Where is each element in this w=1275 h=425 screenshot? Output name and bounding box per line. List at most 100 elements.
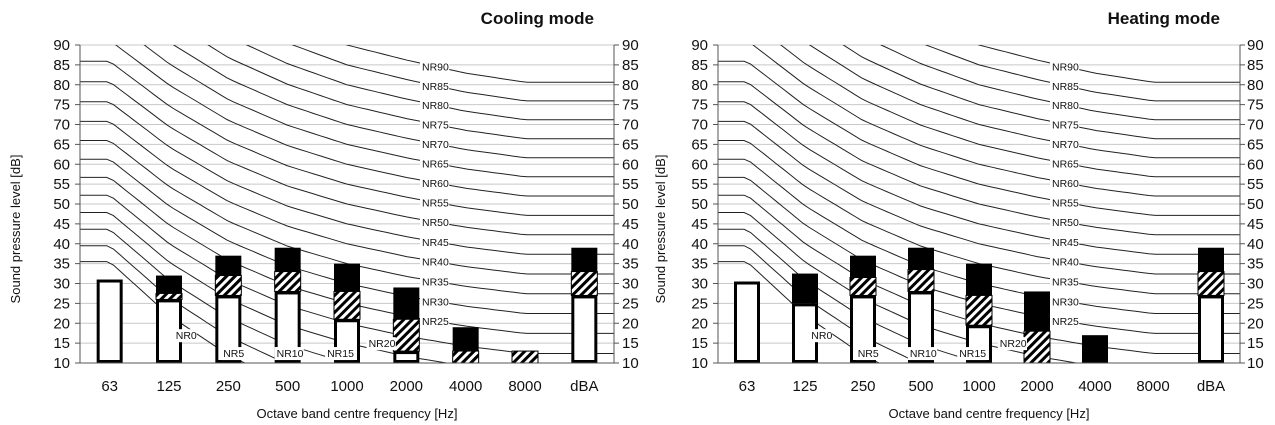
- y2-tick-label: 70: [1247, 117, 1264, 134]
- bar-base-segment: [1198, 295, 1224, 363]
- nr-label: NR35: [422, 276, 449, 288]
- nr-label: NR25: [1052, 316, 1079, 328]
- y2-tick-label: 85: [622, 57, 639, 74]
- nr-label: NR50: [1052, 217, 1079, 229]
- nr-label-bg: [173, 329, 197, 343]
- y-tick-label: 80: [53, 77, 70, 94]
- x-tick-label: 250: [850, 378, 875, 395]
- nr-label: NR25: [422, 316, 449, 328]
- nr-label-bg: [366, 337, 396, 351]
- nr-label: NR70: [1052, 139, 1079, 151]
- bar-hatched-segment: [1197, 271, 1225, 296]
- y-tick-label: 40: [53, 236, 70, 253]
- nr-label-bg: [420, 137, 450, 151]
- nr-label-bg: [1050, 235, 1080, 249]
- nr-curve: [752, 45, 1240, 197]
- y-tick-label: 60: [691, 156, 708, 173]
- x-tick-label: 4000: [449, 378, 482, 395]
- bar-base-segment: [274, 291, 301, 364]
- cooling-mode-chart: 10 10 15 15 20 20 25 25 30 30 35 35 40 40 45 45 50 50 55 55…: [8, 9, 639, 421]
- y2-tick-label: 55: [1247, 176, 1264, 193]
- nr-curve: [718, 60, 1240, 216]
- nr-label: NR60: [1052, 178, 1079, 190]
- nr-label: NR90: [1052, 62, 1079, 74]
- y2-tick-label: 60: [1247, 156, 1264, 173]
- nr-curve: [80, 101, 614, 255]
- y-tick-label: 80: [691, 77, 708, 94]
- x-tick-label: 1000: [330, 378, 363, 395]
- x-tick-label: dBA: [570, 378, 598, 395]
- nr-label: NR60: [422, 178, 449, 190]
- nr-label-bg: [907, 347, 938, 361]
- y2-tick-label: 15: [622, 335, 639, 352]
- y-tick-label: 40: [691, 236, 708, 253]
- nr-label: NR20: [369, 338, 396, 350]
- nr-curve: [780, 45, 1240, 178]
- nr-label-bg: [420, 157, 450, 171]
- bar-top-segment: [571, 247, 598, 272]
- chart-title: Cooling mode: [481, 9, 594, 28]
- y2-tick-label: 45: [622, 216, 639, 233]
- nr-label-bg: [274, 347, 304, 361]
- nr-label: NR10: [277, 348, 304, 360]
- nr-label: NR40: [422, 257, 449, 269]
- y2-tick-label: 80: [1247, 77, 1264, 94]
- y-tick-label: 20: [53, 315, 70, 332]
- nr-label: NR20: [1000, 338, 1027, 350]
- nr-label-bg: [1050, 118, 1080, 132]
- x-tick-label: 250: [216, 378, 241, 395]
- nr-label: NR10: [910, 348, 937, 360]
- nr-label-bg: [420, 118, 450, 132]
- y-tick-label: 30: [53, 276, 70, 293]
- nr-label-bg: [420, 196, 450, 210]
- x-tick-label: 500: [908, 378, 933, 395]
- nr-label-bg: [420, 275, 450, 289]
- y-tick-label: 10: [691, 355, 708, 372]
- y2-tick-label: 65: [622, 136, 639, 153]
- nr-curve: [718, 120, 1240, 275]
- nr-label: NR0: [176, 330, 197, 342]
- x-tick-label: 125: [792, 378, 817, 395]
- y2-tick-label: 20: [622, 315, 639, 332]
- y2-tick-label: 70: [622, 117, 639, 134]
- bar-hatched-segment: [333, 290, 361, 320]
- nr-curve: [808, 45, 1240, 159]
- nr-label: NR35: [1052, 276, 1079, 288]
- nr-label: NR30: [422, 296, 449, 308]
- x-tick-label: 2000: [1020, 378, 1053, 395]
- y-tick-label: 15: [53, 335, 70, 352]
- bar-base-segment: [571, 295, 598, 363]
- x-tick-label: 8000: [1136, 378, 1169, 395]
- y-axis-label: Sound pressure level [dB]: [8, 155, 23, 304]
- y-tick-label: 50: [691, 196, 708, 213]
- nr-label: NR40: [1052, 257, 1079, 269]
- nr-label-bg: [1050, 255, 1080, 269]
- nr-curves: [718, 45, 1240, 363]
- y2-tick-label: 30: [1247, 276, 1264, 293]
- nr-curve: [245, 45, 614, 121]
- nr-label-bg: [1050, 157, 1080, 171]
- bar-top-segment: [156, 275, 182, 294]
- nr-label-bg: [1050, 216, 1080, 230]
- x-axis-label: Octave band centre frequency [Hz]: [257, 406, 458, 421]
- nr-curve: [718, 81, 1240, 236]
- y-tick-label: 75: [53, 97, 70, 114]
- bar-base-segment: [393, 351, 420, 364]
- bar-hatched-segment: [570, 271, 598, 296]
- nr-label-bg: [325, 347, 355, 361]
- nr-label-bg: [1050, 137, 1080, 151]
- y-tick-label: 70: [53, 117, 70, 134]
- nr-label-bg: [420, 255, 450, 269]
- bar-hatched-segment: [965, 294, 993, 326]
- nr-curve: [207, 45, 614, 140]
- nr-label-bg: [420, 295, 450, 309]
- nr-label: NR5: [223, 348, 244, 360]
- nr-label: NR15: [959, 348, 986, 360]
- bar-hatched-segment: [511, 350, 539, 364]
- nr-label: NR65: [1052, 158, 1079, 170]
- nr-curve: [172, 45, 614, 159]
- y-tick-label: 90: [53, 37, 70, 54]
- bar-base-segment: [908, 291, 934, 364]
- nr-curve: [291, 45, 614, 102]
